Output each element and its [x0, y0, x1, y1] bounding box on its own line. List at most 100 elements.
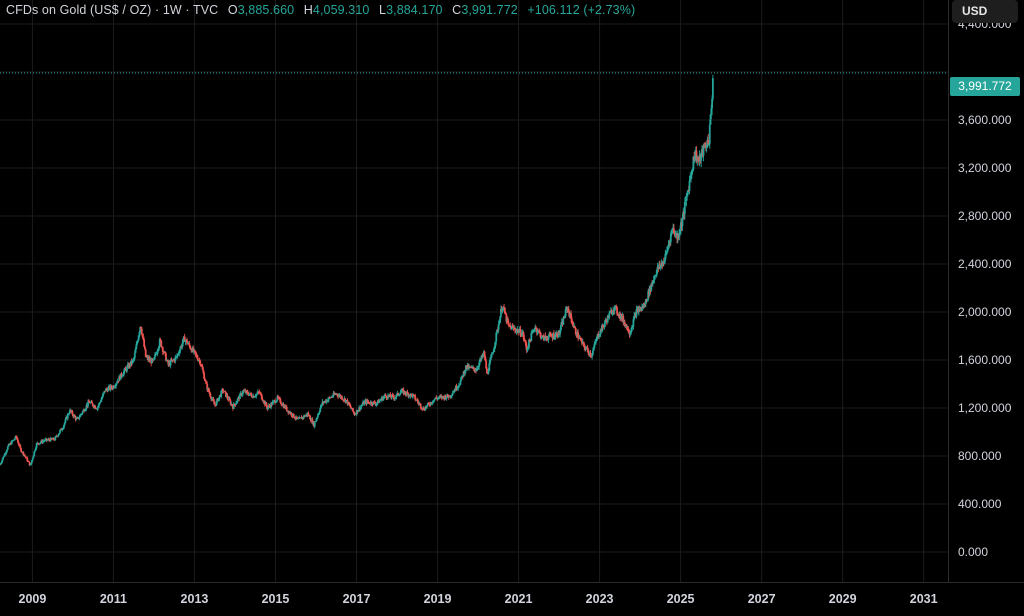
candle-body [517, 331, 520, 333]
candle-body [206, 383, 209, 390]
candle-body [444, 395, 447, 399]
candle-body [694, 155, 696, 161]
candle-body [51, 439, 54, 440]
candle-body [559, 330, 562, 334]
candle-body [64, 419, 67, 423]
candle-body [61, 429, 64, 431]
candle-body [651, 281, 654, 285]
candle-body [133, 358, 135, 360]
change-value: +106.112 (+2.73%) [527, 3, 636, 17]
candle-body [603, 323, 606, 327]
candle-body [164, 351, 167, 354]
candle-body [589, 352, 592, 357]
price-chart[interactable] [0, 0, 948, 582]
candle-body [177, 353, 180, 355]
candle-body [188, 343, 191, 346]
candle-body [158, 346, 160, 350]
candle-body [606, 315, 609, 323]
candle-body [352, 411, 355, 413]
candle-body [673, 232, 676, 236]
candle-body [159, 339, 162, 341]
time-tick-label: 2019 [424, 592, 452, 606]
price-tick-label: 1,200.000 [958, 401, 1012, 415]
candle-body [647, 291, 650, 300]
candle-body [689, 177, 692, 181]
candle-body [100, 399, 103, 402]
candle-body [540, 337, 543, 339]
candle-body [574, 328, 577, 335]
candle-body [553, 337, 556, 339]
currency-button[interactable]: USD [952, 0, 1018, 23]
interval-label[interactable]: 1W [162, 3, 182, 17]
candle-body [625, 324, 628, 328]
candle-body [161, 346, 163, 348]
candle-body [141, 334, 144, 337]
candle-body [447, 394, 449, 397]
candle-body [73, 415, 76, 417]
candle-body [472, 367, 475, 370]
candle-body [178, 352, 181, 354]
candle-body [389, 394, 392, 397]
candle-body [373, 401, 376, 404]
candle-body [13, 439, 15, 441]
candle-body [0, 463, 2, 465]
candle-body [5, 451, 8, 454]
close-key: C [452, 3, 462, 17]
candle-body [459, 380, 462, 385]
candle-body [631, 326, 634, 328]
candle-body [62, 428, 65, 430]
candle-body [490, 353, 493, 358]
candle-body [248, 394, 251, 396]
candle-body [69, 409, 72, 412]
candle-body [290, 412, 293, 416]
candle-body [605, 320, 608, 321]
low-value: 3,884.170 [386, 3, 443, 17]
candle-body [489, 357, 492, 360]
symbol-name[interactable]: CFDs on Gold (US$ / OZ) [6, 3, 152, 17]
candle-body [152, 359, 155, 361]
candle-body [525, 345, 528, 351]
candle-body [57, 434, 60, 437]
candle-body [394, 397, 397, 399]
candle-body [285, 406, 288, 411]
candle-body [355, 410, 358, 415]
candle-body [102, 392, 105, 395]
candle-body [144, 349, 147, 357]
candle-body [24, 455, 26, 457]
time-tick-label: 2011 [100, 592, 127, 606]
candle-body [386, 398, 389, 399]
candle-body [258, 392, 261, 393]
candle-body [556, 336, 559, 338]
candle-body [17, 442, 20, 445]
candle-body [220, 390, 223, 397]
candle-body [468, 366, 471, 368]
candle-body [451, 393, 454, 396]
candle-body [123, 368, 126, 372]
time-axis[interactable]: 2009 2011 2013 2015 2017 2019 2021 2023 2025 2027… [0, 582, 1024, 611]
candle-body [563, 316, 566, 319]
candle-body [214, 404, 216, 406]
candle-body [493, 346, 496, 349]
candle-body [643, 303, 646, 308]
candle-body [138, 331, 141, 336]
candle-body [536, 331, 539, 333]
candle-body [580, 339, 583, 340]
candle-body [630, 327, 633, 331]
candle-body [530, 333, 533, 342]
candle-body [24, 456, 27, 458]
chart-plot-area[interactable] [0, 0, 948, 582]
candle-body [688, 180, 691, 191]
candle-body [711, 78, 714, 99]
candle-body [496, 329, 499, 331]
candle-body [142, 336, 145, 340]
candle-body [89, 402, 92, 404]
candle-body [179, 346, 182, 350]
candle-body [517, 329, 519, 333]
candle-body [7, 444, 10, 447]
candle-body [395, 394, 398, 398]
candle-body [595, 336, 598, 341]
candle-body [380, 399, 382, 401]
candle-body [319, 408, 322, 412]
candle-body [246, 390, 248, 392]
candle-body [2, 456, 5, 458]
